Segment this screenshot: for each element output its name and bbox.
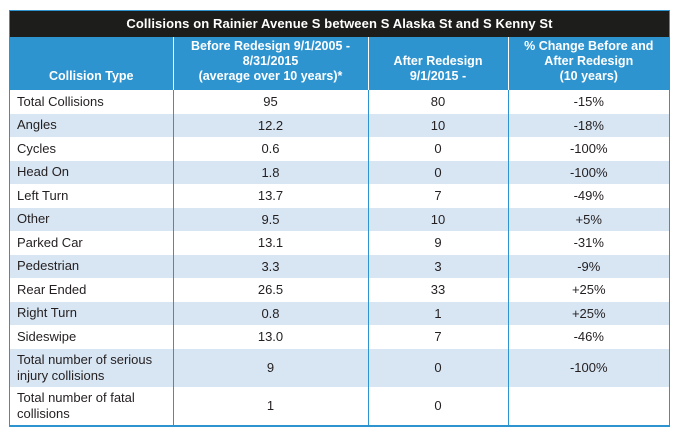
after-value-cell: 7: [367, 184, 508, 208]
header-line: Collision Type: [49, 69, 134, 83]
collision-type-cell: Total number of serious injury collision…: [10, 348, 173, 387]
change-value-cell: -31%: [507, 231, 669, 255]
header-row: Collision Type Before Redesign 9/1/2005 …: [10, 37, 669, 90]
after-value-cell: 0: [367, 137, 508, 161]
table-row: Pedestrian 3.3 3 -9%: [10, 254, 669, 278]
header-line: 8/31/2015: [242, 54, 299, 68]
after-value-cell: 3: [367, 254, 508, 278]
header-line: 9/1/2015 -: [409, 69, 467, 83]
change-value-cell: +5%: [507, 207, 669, 231]
before-value-cell: 1: [172, 386, 368, 425]
table-row: Total number of fatal collisions 1 0: [10, 386, 669, 425]
collision-type-cell: Rear Ended: [10, 278, 173, 302]
after-value-cell: 10: [367, 207, 508, 231]
after-value-cell: 0: [367, 160, 508, 184]
before-value-cell: 95: [172, 90, 368, 114]
before-value-cell: 3.3: [172, 254, 368, 278]
after-value-cell: 80: [367, 90, 508, 114]
collision-type-cell: Left Turn: [10, 184, 173, 208]
table-row: Angles 12.2 10 -18%: [10, 113, 669, 137]
collision-type-cell: Sideswipe: [10, 325, 173, 349]
table-row: Head On 1.8 0 -100%: [10, 160, 669, 184]
table-body: Total Collisions 95 80 -15% Angles 12.2 …: [10, 90, 669, 425]
change-value-cell: -9%: [507, 254, 669, 278]
collision-type-cell: Angles: [10, 113, 173, 137]
table-row: Total Collisions 95 80 -15%: [10, 90, 669, 114]
collision-type-cell: Cycles: [10, 137, 173, 161]
after-value-cell: 9: [367, 231, 508, 255]
collision-type-cell: Total Collisions: [10, 90, 173, 114]
after-value-cell: 1: [367, 301, 508, 325]
table-row: Cycles 0.6 0 -100%: [10, 137, 669, 161]
after-value-cell: 7: [367, 325, 508, 349]
table-row: Other 9.5 10 +5%: [10, 207, 669, 231]
before-value-cell: 0.6: [172, 137, 368, 161]
change-value-cell: -15%: [507, 90, 669, 114]
header-line: (10 years): [559, 69, 618, 83]
change-value-cell: [507, 386, 669, 425]
collision-type-cell: Total number of fatal collisions: [10, 386, 173, 425]
before-value-cell: 12.2: [172, 113, 368, 137]
before-value-cell: 1.8: [172, 160, 368, 184]
header-line: (average over 10 years)*: [198, 69, 343, 83]
table-row: Left Turn 13.7 7 -49%: [10, 184, 669, 208]
table-row: Sideswipe 13.0 7 -46%: [10, 325, 669, 349]
collision-type-cell: Head On: [10, 160, 173, 184]
header-line: Before Redesign 9/1/2005 -: [190, 39, 351, 53]
table-row: Right Turn 0.8 1 +25%: [10, 301, 669, 325]
column-header-percent-change: % Change Before and After Redesign (10 y…: [507, 37, 669, 90]
table-header: Collision Type Before Redesign 9/1/2005 …: [10, 37, 669, 90]
table-row: Total number of serious injury collision…: [10, 348, 669, 387]
before-value-cell: 13.7: [172, 184, 368, 208]
before-value-cell: 13.1: [172, 231, 368, 255]
column-header-after-redesign: After Redesign 9/1/2015 -: [367, 37, 508, 90]
change-value-cell: +25%: [507, 278, 669, 302]
collision-type-cell: Other: [10, 207, 173, 231]
change-value-cell: -100%: [507, 137, 669, 161]
collision-type-cell: Pedestrian: [10, 254, 173, 278]
before-value-cell: 0.8: [172, 301, 368, 325]
after-value-cell: 33: [367, 278, 508, 302]
column-header-collision-type: Collision Type: [10, 37, 173, 90]
column-header-before-redesign: Before Redesign 9/1/2005 - 8/31/2015 (av…: [172, 37, 368, 90]
header-line: % Change Before and: [524, 39, 654, 53]
table-row: Rear Ended 26.5 33 +25%: [10, 278, 669, 302]
collision-data-table: Collision Type Before Redesign 9/1/2005 …: [10, 37, 669, 425]
header-line: After Redesign: [393, 54, 483, 68]
change-value-cell: -18%: [507, 113, 669, 137]
after-value-cell: 0: [367, 348, 508, 387]
change-value-cell: -46%: [507, 325, 669, 349]
collision-type-cell: Parked Car: [10, 231, 173, 255]
table-title: Collisions on Rainier Avenue S between S…: [10, 11, 669, 37]
header-line: After Redesign: [544, 54, 634, 68]
collision-table: Collisions on Rainier Avenue S between S…: [9, 10, 670, 427]
change-value-cell: +25%: [507, 301, 669, 325]
change-value-cell: -49%: [507, 184, 669, 208]
change-value-cell: -100%: [507, 160, 669, 184]
collision-type-cell: Right Turn: [10, 301, 173, 325]
before-value-cell: 9.5: [172, 207, 368, 231]
before-value-cell: 9: [172, 348, 368, 387]
table-row: Parked Car 13.1 9 -31%: [10, 231, 669, 255]
before-value-cell: 13.0: [172, 325, 368, 349]
after-value-cell: 0: [367, 386, 508, 425]
before-value-cell: 26.5: [172, 278, 368, 302]
change-value-cell: -100%: [507, 348, 669, 387]
after-value-cell: 10: [367, 113, 508, 137]
